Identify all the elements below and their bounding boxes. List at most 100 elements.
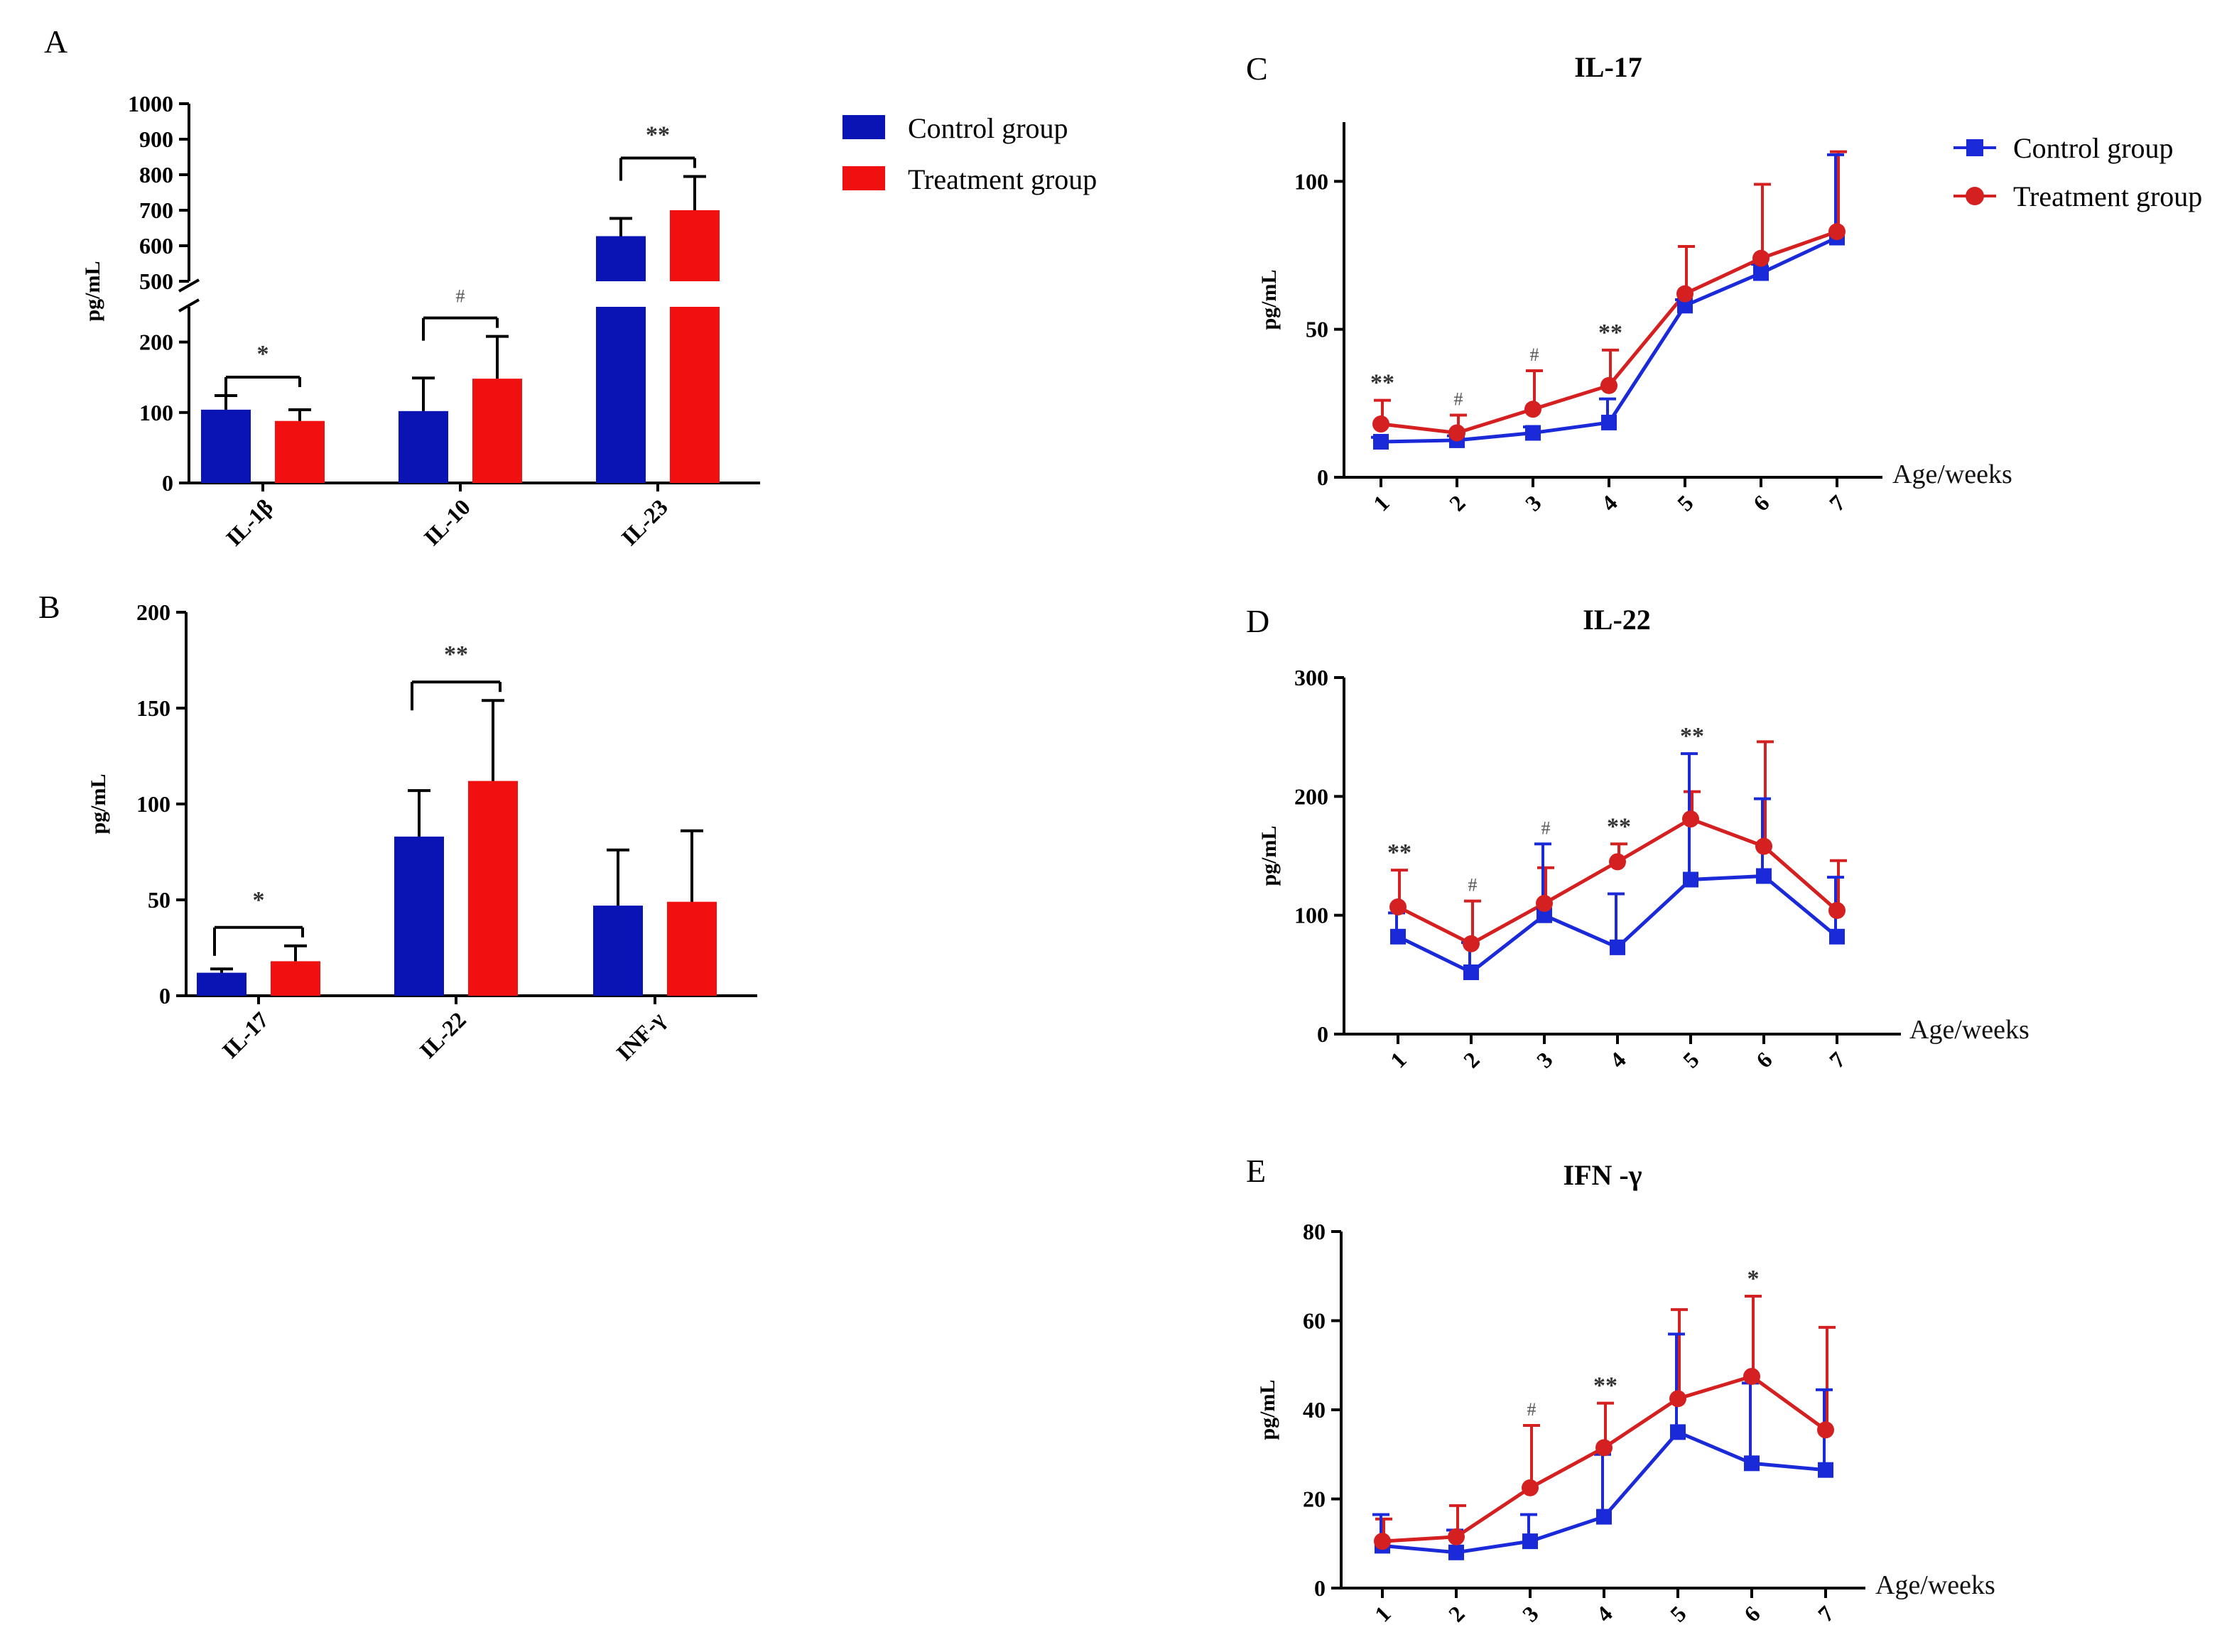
panel-a-x-tick-label: IL-10 bbox=[418, 494, 475, 550]
panel-a-axis-break-2 bbox=[178, 278, 200, 293]
panel-d-point-treatment bbox=[1463, 935, 1480, 952]
panel-b-y-tick-label: 200 bbox=[136, 599, 170, 625]
panel-letter-b: B bbox=[38, 589, 60, 625]
panel-c-point-control bbox=[1525, 425, 1541, 441]
panel-e-y-tick-label: 0 bbox=[1314, 1575, 1326, 1601]
panel-a-bar-treatment bbox=[275, 420, 325, 483]
panel-d-point-control bbox=[1390, 928, 1406, 945]
panel-d-sig-mark: # bbox=[1468, 875, 1478, 896]
panel-e-x-tick-label: 3 bbox=[1517, 1601, 1544, 1627]
panel-letter-c: C bbox=[1246, 50, 1268, 87]
panel-e-point-control bbox=[1744, 1455, 1760, 1472]
panel-e-sig-mark: # bbox=[1527, 1399, 1537, 1420]
panel-c-point-control bbox=[1677, 298, 1693, 314]
panel-c-sig-mark: ** bbox=[1598, 320, 1622, 346]
panel-b-y-tick-label: 0 bbox=[159, 983, 170, 1009]
panel-letter-e: E bbox=[1246, 1153, 1266, 1189]
panel-b-y-tick-label: 50 bbox=[148, 887, 170, 913]
bar-legend: Control group Treatment group bbox=[842, 112, 1097, 195]
panel-e-x-axis-label: Age/weeks bbox=[1875, 1570, 1995, 1600]
panel-a-axis-break-1 bbox=[178, 298, 200, 313]
panel-d-y-tick-label: 200 bbox=[1294, 783, 1328, 809]
panel-e-point-control bbox=[1670, 1424, 1686, 1440]
legend-label-treatment: Treatment group bbox=[908, 163, 1097, 195]
panel-d-sig-mark: ** bbox=[1607, 813, 1631, 839]
legend-swatch-control bbox=[842, 115, 885, 139]
panel-a-y-tick-label: 900 bbox=[139, 126, 173, 152]
panel-e-point-treatment bbox=[1669, 1390, 1686, 1408]
panel-c-x-tick-label: 4 bbox=[1596, 490, 1622, 516]
panel-letter-d: D bbox=[1246, 603, 1269, 639]
panel-d-point-treatment bbox=[1536, 894, 1553, 912]
panel-e-x-tick-label: 6 bbox=[1739, 1601, 1765, 1627]
panel-a-y-tick-label: 600 bbox=[139, 233, 173, 259]
panel-d-point-treatment bbox=[1828, 901, 1846, 919]
panel-d-x-tick-label: 1 bbox=[1385, 1047, 1411, 1073]
panel-c-sig-mark: ** bbox=[1370, 370, 1394, 396]
panel-d-sig-mark: ** bbox=[1680, 723, 1704, 749]
panel-a-sig-mark: * bbox=[257, 341, 269, 367]
panel-a-sig-mark: ** bbox=[646, 122, 670, 148]
panel-e-point-treatment bbox=[1595, 1439, 1613, 1457]
panel-e-sig-mark: ** bbox=[1593, 1373, 1617, 1399]
panel-a-bar-treatment-lower bbox=[670, 307, 720, 483]
panel-e-point-control bbox=[1522, 1533, 1538, 1550]
panel-d-point-treatment bbox=[1609, 853, 1626, 871]
panel-e-point-treatment bbox=[1448, 1528, 1465, 1545]
panel-c-point-treatment bbox=[1828, 223, 1846, 241]
panel-e-point-treatment bbox=[1743, 1367, 1760, 1385]
panel-d-x-tick-label: 5 bbox=[1678, 1047, 1704, 1073]
panel-d-x-axis-label: Age/weeks bbox=[1909, 1015, 2029, 1045]
panel-b-x-tick-label: IL-22 bbox=[414, 1006, 471, 1063]
panel-d-point-control bbox=[1463, 964, 1479, 980]
panel-a-bar-treatment bbox=[472, 379, 522, 483]
panel-a-bar-control bbox=[399, 411, 448, 483]
panel-d-point-control bbox=[1683, 871, 1698, 888]
panel-e-sig-mark: * bbox=[1747, 1266, 1760, 1292]
panel-e-x-tick-label: 4 bbox=[1591, 1601, 1617, 1627]
panel-a-sig-mark: # bbox=[456, 286, 465, 307]
panel-d-point-control bbox=[1756, 868, 1772, 884]
panel-b-bar-control bbox=[197, 972, 246, 996]
chart-layer: 01002005006007008009001000pg/mLIL-1β*IL-… bbox=[81, 91, 2029, 1627]
panel-e-x-tick-label: 7 bbox=[1813, 1601, 1839, 1627]
line-legend: Control group Treatment group bbox=[1953, 132, 2202, 212]
panel-e-y-tick-label: 80 bbox=[1303, 1219, 1326, 1244]
panel-a-y-tick-label: 700 bbox=[139, 197, 173, 223]
panel-d-y-tick-label: 0 bbox=[1317, 1021, 1328, 1047]
legend-marker-treatment bbox=[1966, 187, 1984, 205]
panel-e-x-tick-label: 5 bbox=[1665, 1601, 1691, 1627]
panel-b-sig-mark: ** bbox=[444, 641, 468, 668]
panel-b-sig-mark: * bbox=[253, 887, 265, 913]
panel-b-bar-control bbox=[394, 836, 444, 996]
panel-e-point-control bbox=[1818, 1462, 1833, 1478]
panel-c-x-tick-label: 7 bbox=[1824, 490, 1850, 516]
panel-b-bar-treatment bbox=[271, 961, 320, 996]
panel-c-point-control bbox=[1601, 414, 1617, 430]
panel-b-x-tick-label: IL-17 bbox=[217, 1006, 273, 1063]
panel-d-x-tick-label: 3 bbox=[1532, 1047, 1558, 1073]
panel-b-y-tick-label: 150 bbox=[136, 695, 170, 721]
panel-e-point-treatment bbox=[1817, 1421, 1834, 1439]
panel-c-y-tick-label: 100 bbox=[1294, 168, 1328, 194]
panel-c-x-tick-label: 2 bbox=[1444, 490, 1470, 516]
panel-b-bar-treatment bbox=[468, 781, 518, 996]
panel-d-point-control bbox=[1537, 907, 1552, 923]
legend-line-label-control: Control group bbox=[2013, 132, 2174, 164]
panel-e-x-tick-label: 1 bbox=[1370, 1601, 1396, 1627]
chart-title-il22: IL-22 bbox=[1583, 604, 1651, 636]
panel-e-point-treatment bbox=[1374, 1533, 1391, 1550]
panel-a-y-tick-label: 0 bbox=[162, 470, 173, 496]
panel-b-bar-treatment bbox=[667, 901, 717, 996]
panel-c-x-tick-label: 1 bbox=[1368, 490, 1394, 516]
legend-label-control: Control group bbox=[908, 112, 1068, 144]
chart-title-ifn: IFN -γ bbox=[1563, 1159, 1642, 1191]
panel-c-x-axis-label: Age/weeks bbox=[1892, 460, 2012, 489]
panel-e-y-tick-label: 40 bbox=[1303, 1397, 1326, 1423]
panel-a-bar-control bbox=[596, 236, 646, 281]
panel-c-point-treatment bbox=[1524, 401, 1541, 418]
panel-c-point-treatment bbox=[1752, 249, 1770, 267]
panel-b-y-tick-label: 100 bbox=[136, 791, 170, 817]
panel-a-y-tick-label: 500 bbox=[139, 268, 173, 294]
panel-d-point-treatment bbox=[1755, 837, 1772, 855]
